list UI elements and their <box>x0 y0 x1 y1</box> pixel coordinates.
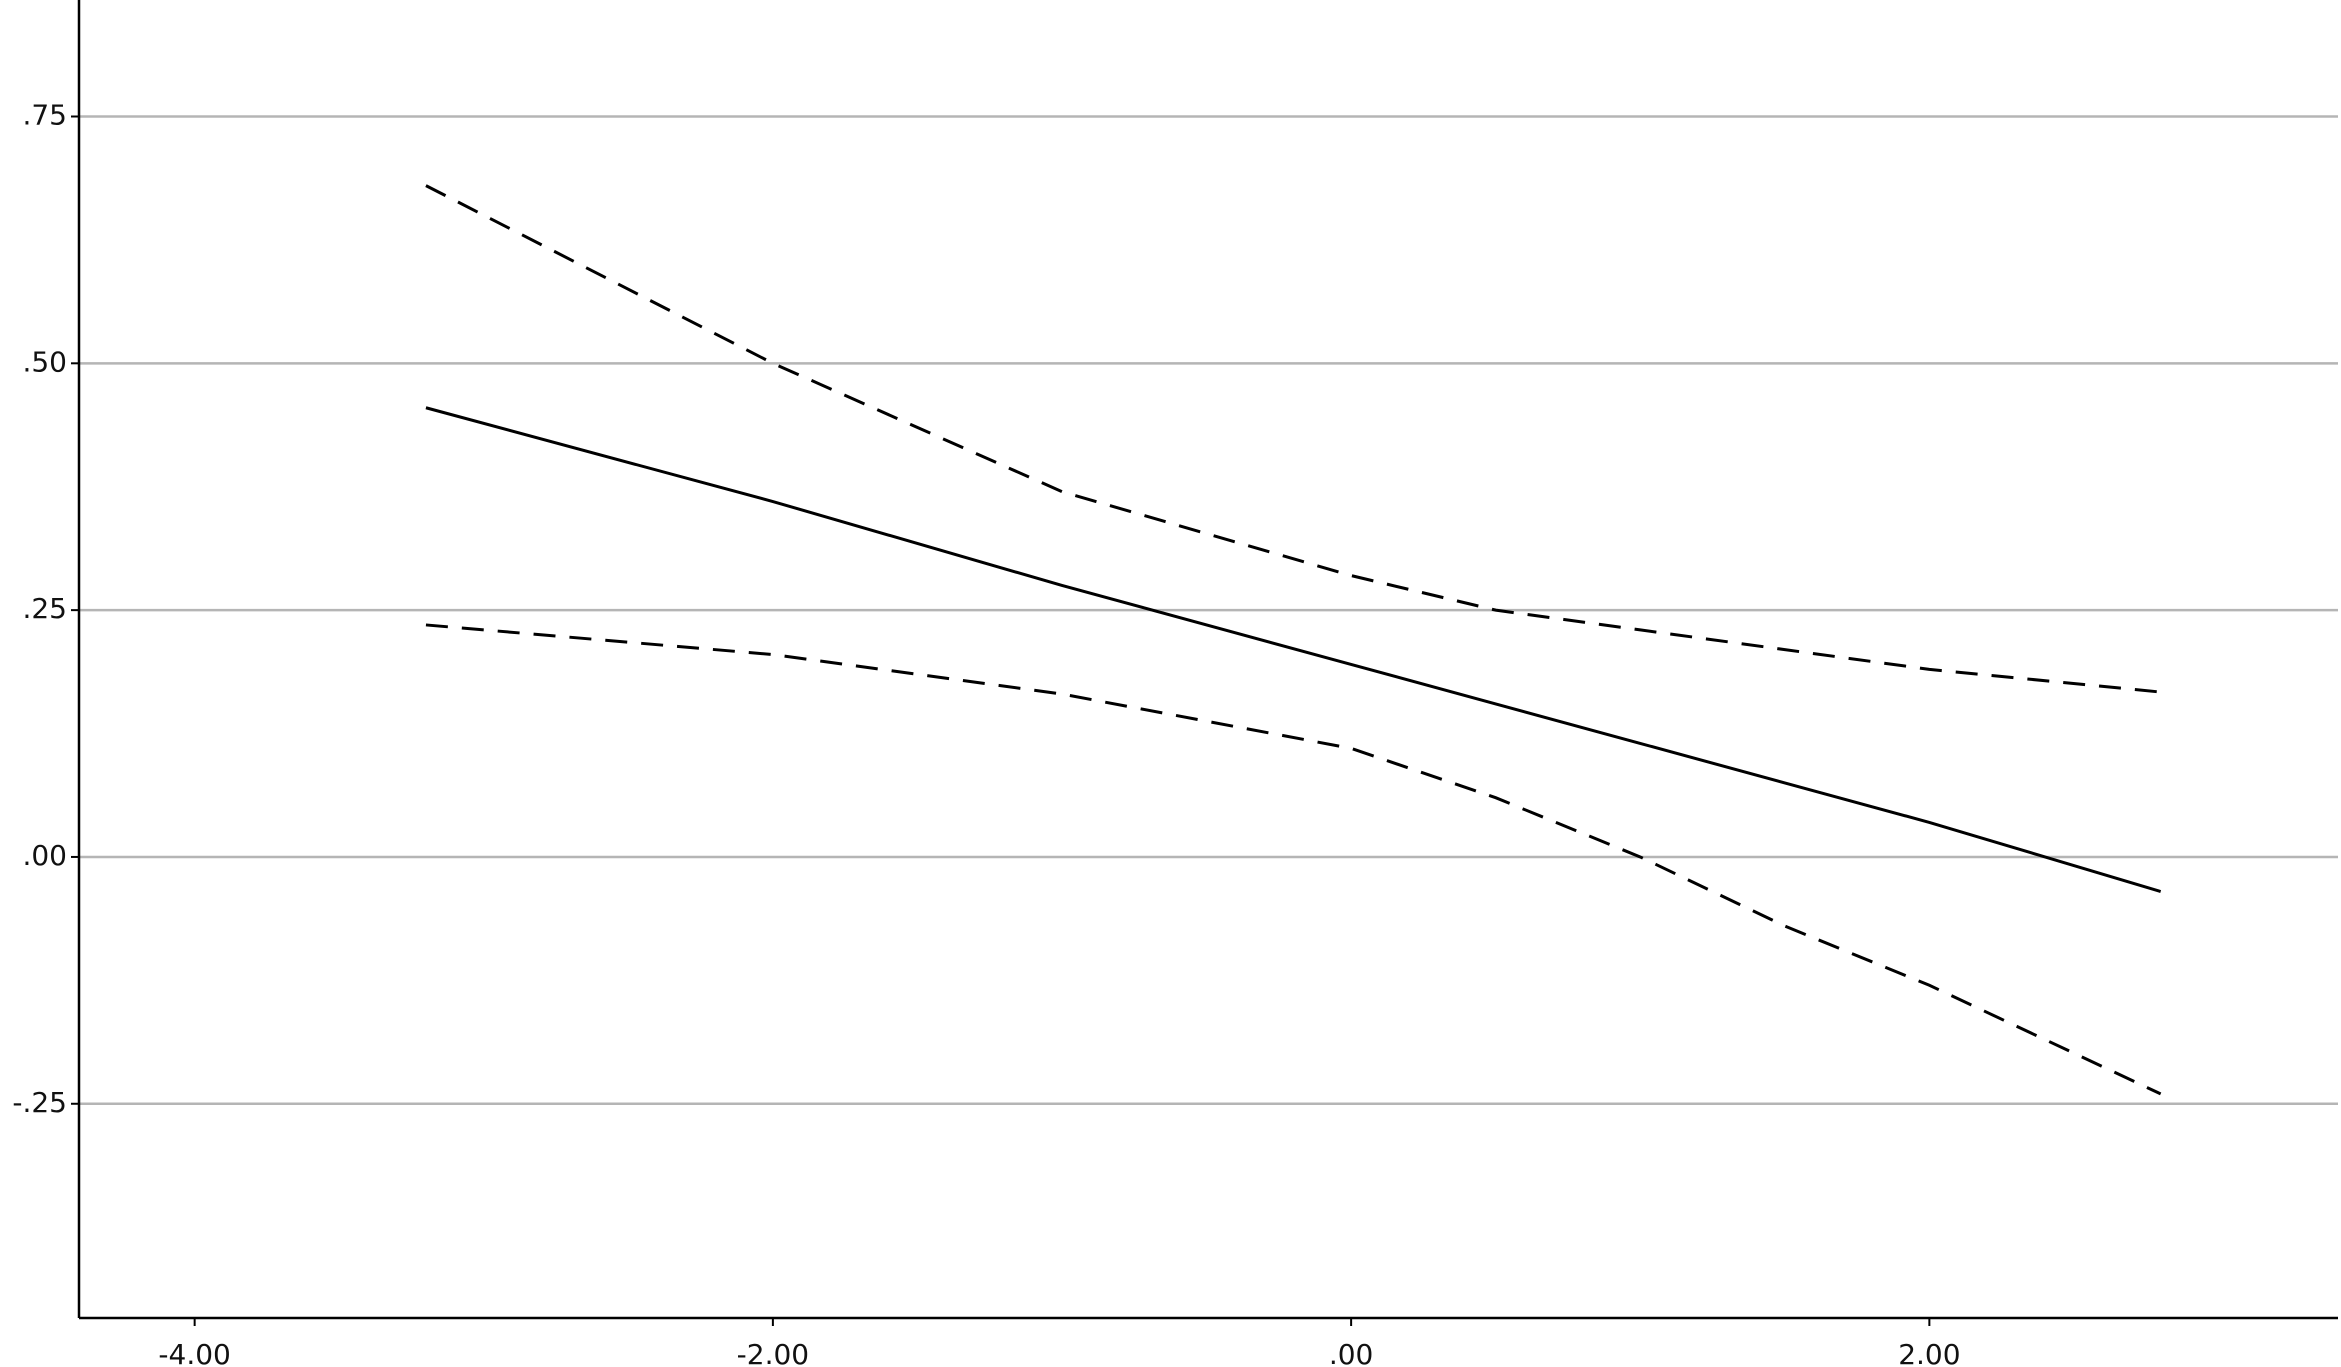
x-tick-label: 2.00 <box>1898 1338 1960 1367</box>
x-tick-label: -4.00 <box>158 1338 230 1367</box>
x-tick-label: -2.00 <box>737 1338 809 1367</box>
confidence-line <box>425 623 2162 1096</box>
y-tick-label: .25 <box>22 592 67 625</box>
estimate-line <box>425 406 2162 893</box>
x-tick-label: .00 <box>1329 1338 1374 1367</box>
confidence-line <box>425 184 2161 694</box>
y-tick-label: .50 <box>22 345 67 378</box>
y-tick-label: -.25 <box>12 1086 67 1119</box>
y-tick-label: .00 <box>22 839 67 872</box>
y-tick-label: .75 <box>22 98 67 131</box>
